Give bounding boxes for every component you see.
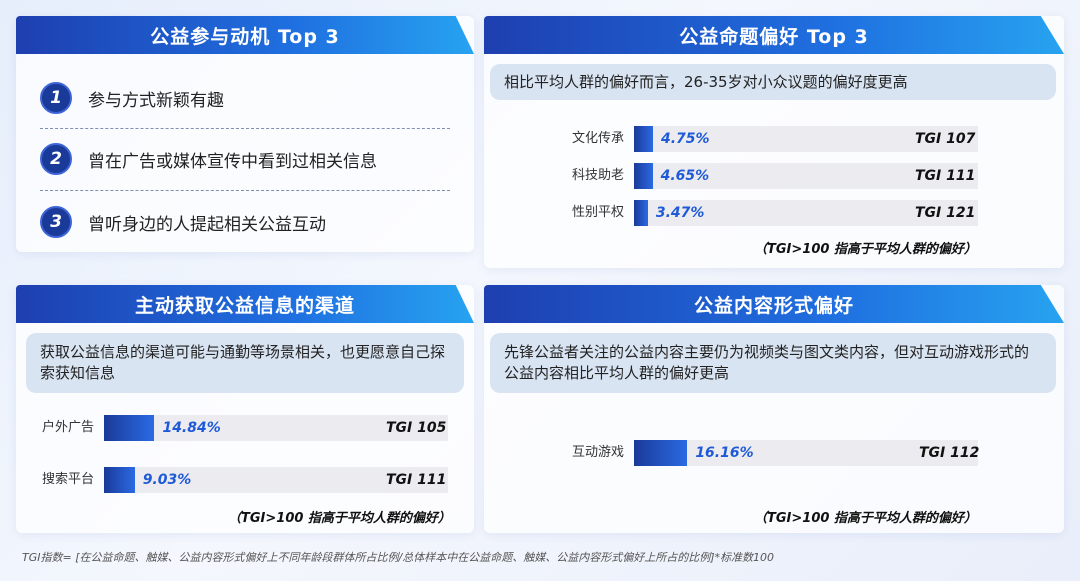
bar-track [634,163,978,189]
channels-title: 主动获取公益信息的渠道 [16,285,474,323]
content-format-panel: 公益内容形式偏好 先锋公益者关注的公益内容主要仍为视频类与图文类内容，但对互动游… [484,285,1064,533]
motivation-text-3: 曾听身边的人提起相关公益互动 [88,214,326,235]
channels-tgi-note: （TGI>100 指高于平均人群的偏好） [228,511,451,526]
bar-tgi-label: TGI 105 [386,420,447,436]
divider [40,128,450,129]
channels-callout: 获取公益信息的渠道可能与通勤等场景相关，也更愿意自己探索获知信息 [26,333,464,393]
bar-row: 性别平权 3.47% TGI 121 [484,200,1064,226]
topics-tgi-note: （TGI>100 指高于平均人群的偏好） [754,242,977,257]
topics-title: 公益命题偏好 Top 3 [484,16,1064,54]
motivation-item-3: 3 曾听身边的人提起相关公益互动 [40,192,450,252]
motivation-text-2: 曾在广告或媒体宣传中看到过相关信息 [88,151,377,172]
bar-category-label: 文化传承 [571,131,624,146]
bar-track [104,467,448,493]
bar-value-label: 4.65% [660,168,710,184]
motivation-title: 公益参与动机 Top 3 [16,16,474,54]
topics-panel: 公益命题偏好 Top 3 相比平均人群的偏好而言，26-35岁对小众议题的偏好度… [484,16,1064,268]
motivation-panel: 公益参与动机 Top 3 1 参与方式新颖有趣 2 曾在广告或媒体宣传中看到过相… [16,16,474,252]
bar-row: 户外广告 14.84% TGI 105 [16,415,474,441]
bar-value-label: 9.03% [142,472,192,488]
motivation-item-2: 2 曾在广告或媒体宣传中看到过相关信息 [40,129,450,189]
bar-category-label: 户外广告 [41,420,94,435]
bar [634,126,653,152]
number-badge-3: 3 [40,206,72,238]
bar-row: 科技助老 4.65% TGI 111 [484,163,1064,189]
bar-category-label: 性别平权 [571,205,624,220]
footnote: TGI指数= [在公益命题、触媒、公益内容形式偏好上不同年龄段群体所占比例/总体… [22,551,774,564]
content-format-callout: 先锋公益者关注的公益内容主要仍为视频类与图文类内容，但对互动游戏形式的公益内容相… [490,333,1056,393]
divider [40,190,450,191]
bar-track [104,415,448,441]
channels-panel: 主动获取公益信息的渠道 获取公益信息的渠道可能与通勤等场景相关，也更愿意自己探索… [16,285,474,533]
bar-value-label: 4.75% [661,131,710,147]
bar [634,200,648,226]
bar-track [634,440,978,466]
bar-row: 互动游戏 16.16% TGI 112 [484,440,1064,466]
bar-track [634,200,978,226]
bar-tgi-label: TGI 121 [915,205,976,221]
bar-row: 搜索平台 9.03% TGI 111 [16,467,474,493]
number-badge-1: 1 [40,82,72,114]
bar-tgi-label: TGI 107 [915,131,976,147]
bar-row: 文化传承 4.75% TGI 107 [484,126,1064,152]
bar-value-label: 14.84% [162,420,221,436]
content-format-title: 公益内容形式偏好 [484,285,1064,323]
bar-category-label: 搜索平台 [41,472,94,487]
bar-tgi-label: TGI 111 [915,168,976,184]
content-format-tgi-note: （TGI>100 指高于平均人群的偏好） [754,511,977,526]
topics-callout: 相比平均人群的偏好而言，26-35岁对小众议题的偏好度更高 [490,64,1056,100]
bar-track [634,126,978,152]
bar [634,440,688,466]
bar-value-label: 16.16% [695,445,754,461]
number-badge-2: 2 [40,143,72,175]
bar [104,467,135,493]
motivation-item-1: 1 参与方式新颖有趣 [40,68,450,128]
bar-tgi-label: TGI 112 [919,445,980,461]
bar-category-label: 科技助老 [571,168,624,183]
motivation-text-1: 参与方式新颖有趣 [88,90,224,111]
bar [634,163,653,189]
bar-value-label: 3.47% [655,205,705,221]
bar-category-label: 互动游戏 [571,445,624,460]
bar [104,415,155,441]
bar-tgi-label: TGI 111 [386,472,447,488]
